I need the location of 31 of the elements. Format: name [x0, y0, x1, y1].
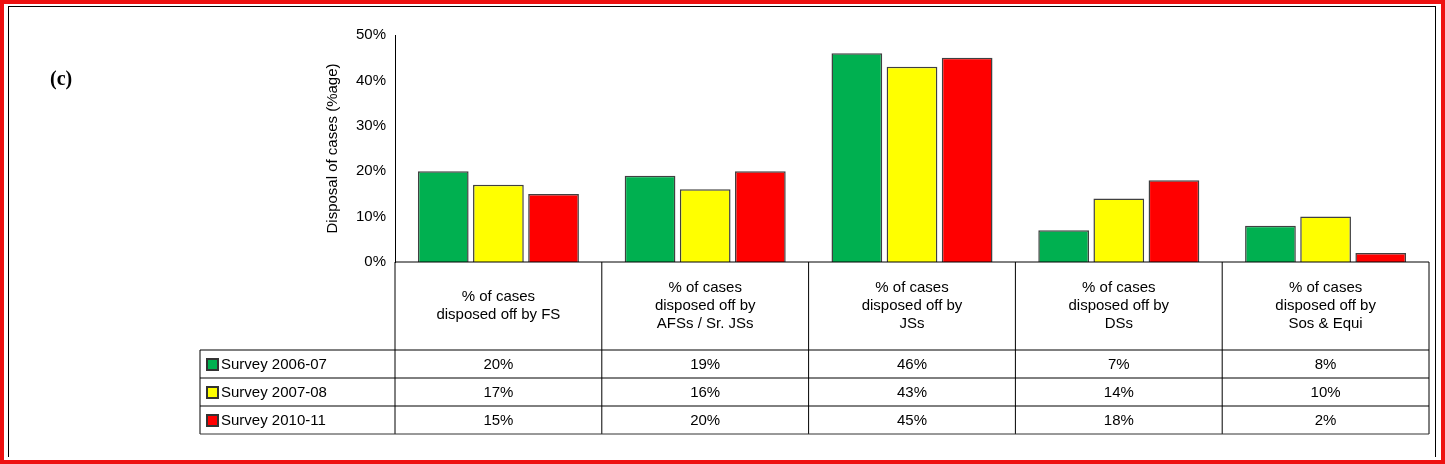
y-axis-title: Disposal of cases (%age)	[323, 63, 341, 234]
y-tick-label: 10%	[355, 206, 386, 224]
x-tick-label: % of cases disposed off by FS	[436, 287, 561, 323]
y-tick-label: 40%	[355, 70, 386, 88]
data-label: 45%	[896, 411, 928, 429]
legend-label: Survey 2010-11	[221, 411, 326, 429]
legend-label: Survey 2006-07	[221, 355, 327, 373]
data-label: 8%	[1314, 355, 1337, 373]
y-tick-label: 50%	[355, 25, 386, 43]
data-label: 16%	[690, 383, 721, 401]
data-label: 15%	[483, 411, 514, 429]
x-tick-label: % of cases disposed off by AFSs / Sr. JSs	[654, 278, 757, 332]
data-label: 18%	[1103, 411, 1134, 429]
data-label: 14%	[1103, 383, 1134, 401]
x-tick-label: % of cases disposed off by JSs	[861, 278, 963, 332]
y-tick-label: 0%	[364, 252, 386, 270]
data-label: 10%	[1310, 383, 1341, 401]
data-label: 2%	[1314, 411, 1337, 429]
y-tick-label: 20%	[355, 161, 386, 179]
data-label: 20%	[483, 355, 514, 373]
x-tick-label: % of cases disposed off by Sos & Equi	[1275, 278, 1377, 332]
data-label: 19%	[690, 355, 721, 373]
y-tick-label: 30%	[355, 115, 386, 133]
data-label: 17%	[483, 383, 514, 401]
data-label: 7%	[1107, 355, 1130, 373]
x-tick-label: % of cases disposed off by DSs	[1068, 278, 1170, 332]
data-label: 43%	[896, 383, 928, 401]
text: (c)	[50, 67, 73, 91]
legend-label: Survey 2007-08	[221, 383, 327, 401]
data-label: 20%	[690, 411, 721, 429]
data-label: 46%	[896, 355, 928, 373]
